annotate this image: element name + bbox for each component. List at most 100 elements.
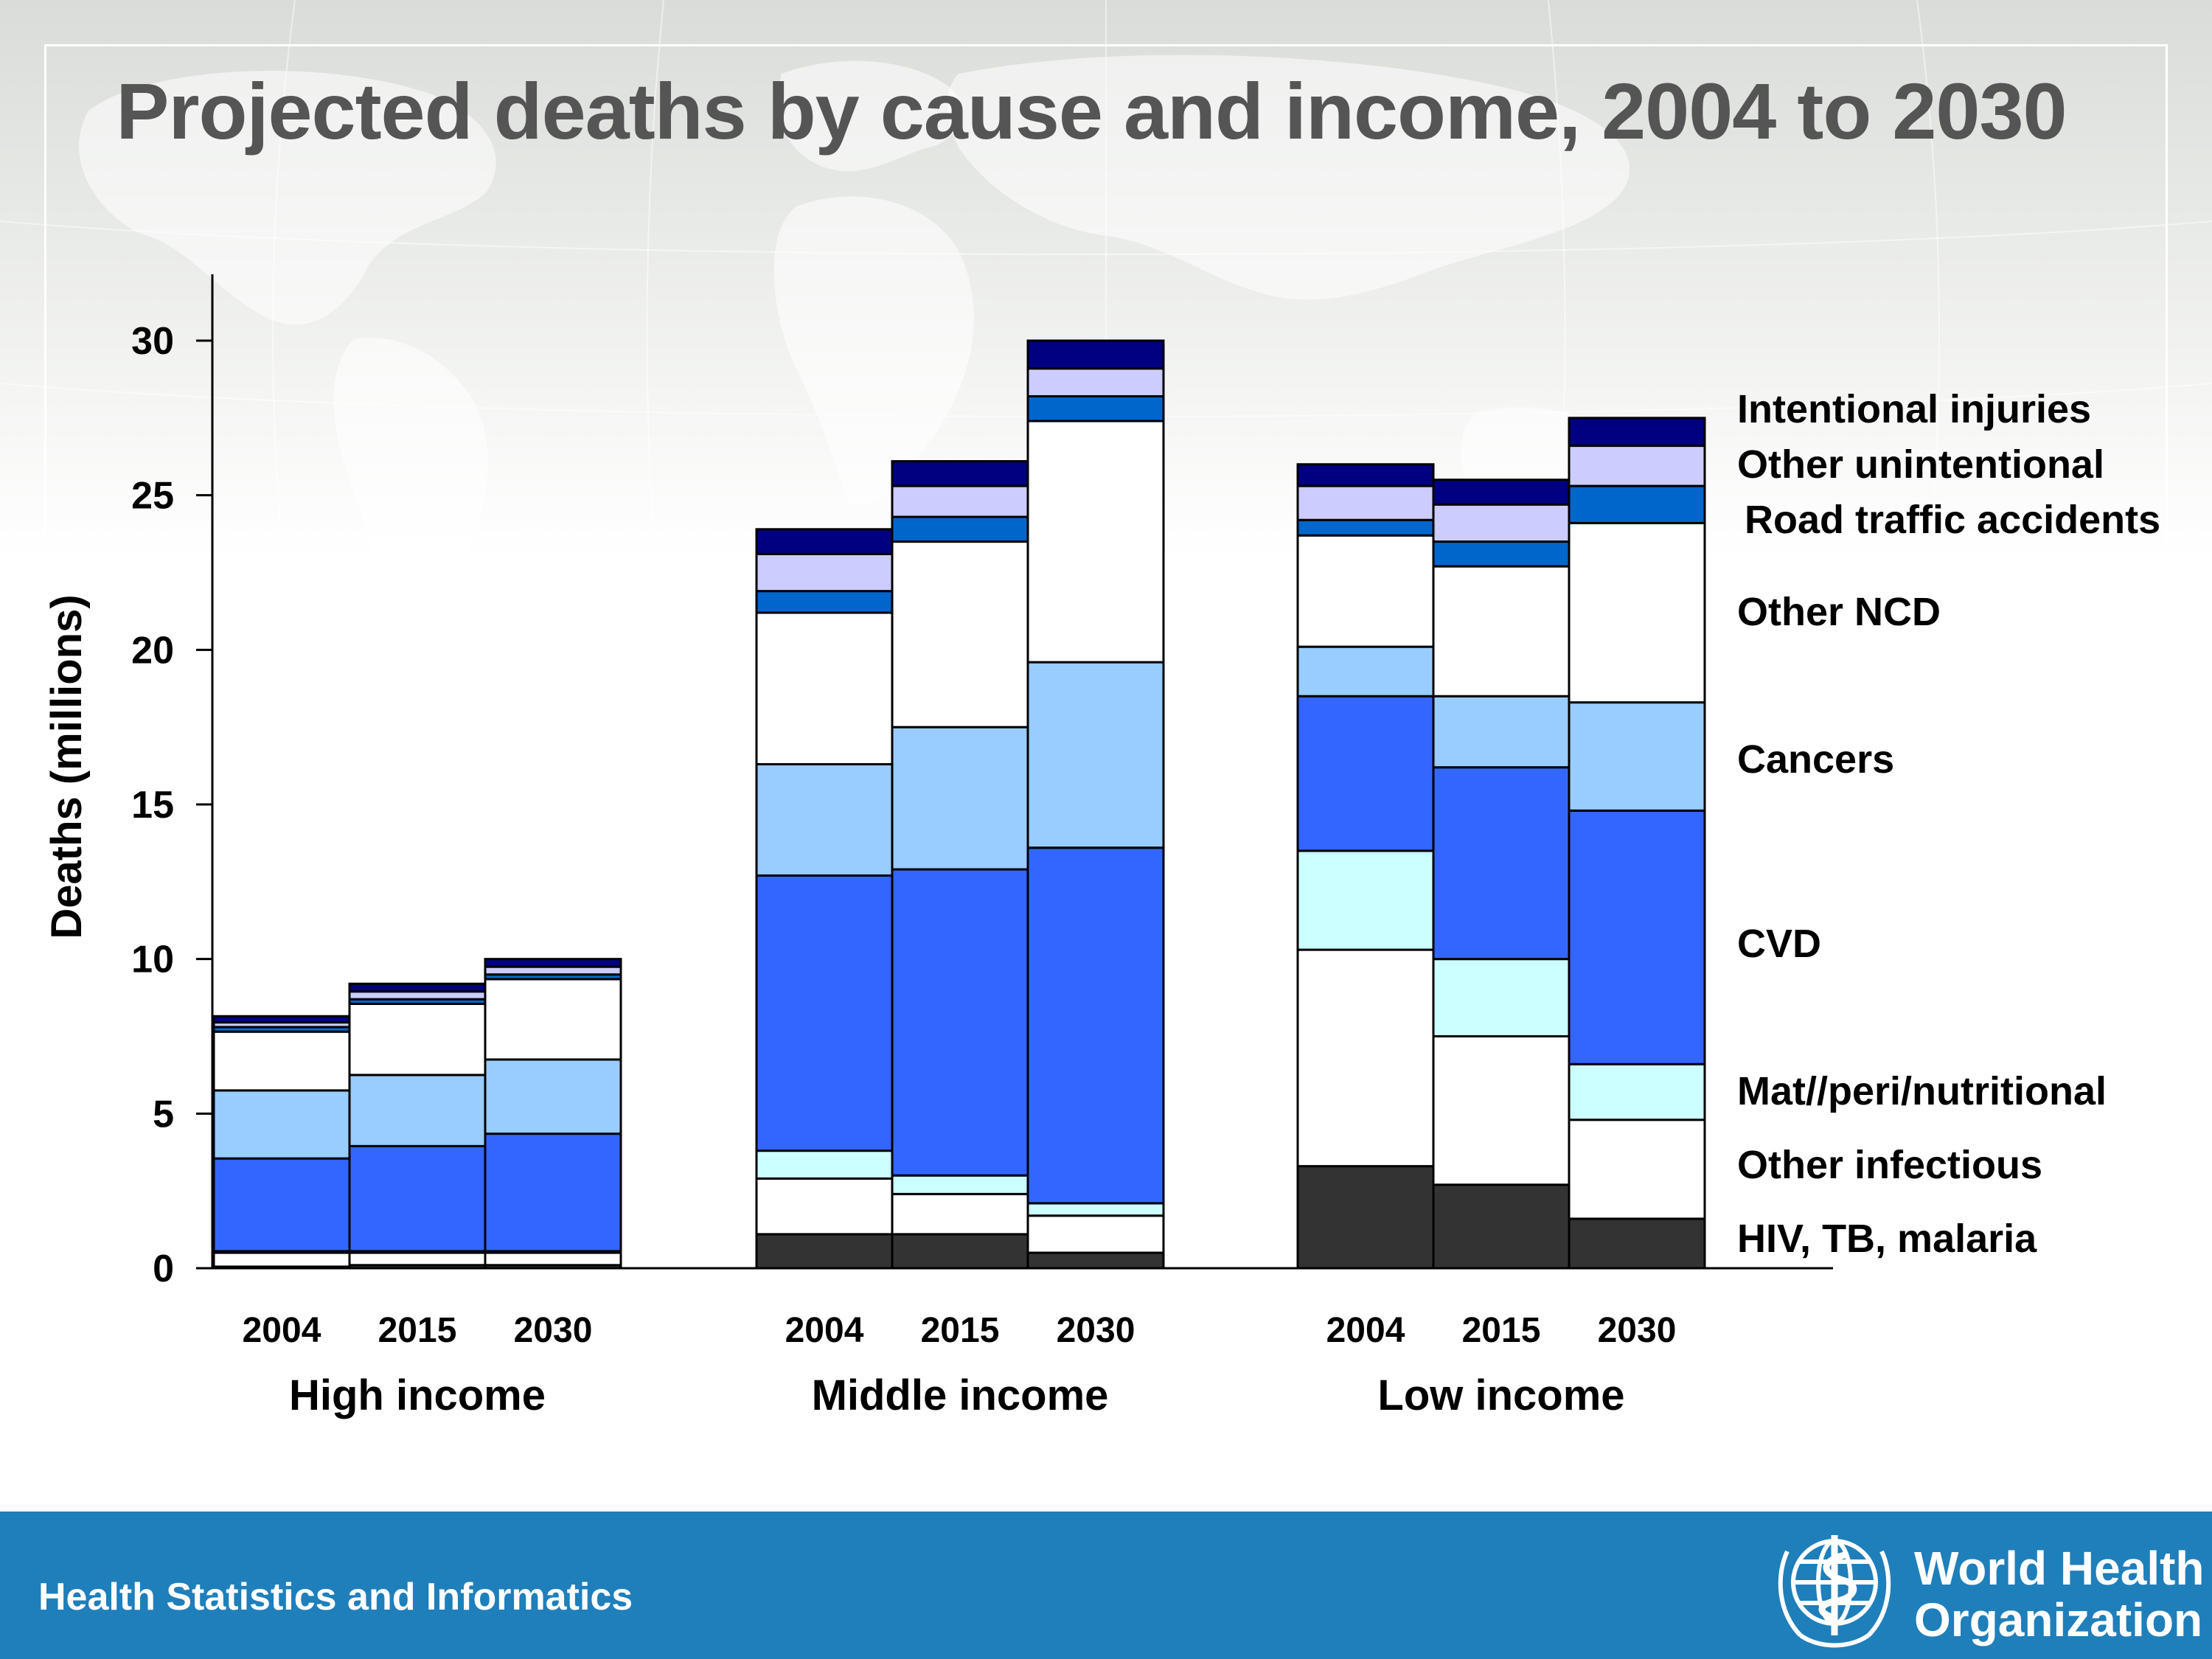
bar-segment (1296, 645, 1435, 698)
x-tick-label: 2004 (1326, 1311, 1405, 1350)
bar-segment (348, 1144, 487, 1253)
organization-name-line-1: World Health (1914, 1542, 2205, 1595)
group-label: Low income (1377, 1371, 1624, 1419)
bar-segment (891, 460, 1029, 487)
bar-segment (1026, 661, 1165, 849)
bar-segment (891, 868, 1029, 1177)
bar-segment (1432, 1183, 1571, 1270)
bar-segment (1026, 1214, 1165, 1254)
bar-segment (348, 1251, 487, 1267)
bar-segment (755, 1150, 894, 1180)
legend-label: Intentional injuries (1737, 387, 2091, 431)
bar-segment (348, 1002, 487, 1077)
y-tick-label: 5 (153, 1093, 174, 1135)
bar-segment (1026, 1202, 1165, 1217)
bar-segment (755, 1177, 894, 1236)
bar-segment (1296, 849, 1435, 951)
bar-segment (891, 1174, 1029, 1195)
bar-segment (212, 1157, 351, 1253)
bar-segment (755, 611, 894, 765)
bar-segment (755, 762, 894, 877)
bar-segment (1568, 1217, 1706, 1270)
bar-segment (484, 1251, 622, 1267)
bar-segment (1432, 503, 1571, 543)
bar-segment (1296, 484, 1435, 521)
bar-segment (891, 484, 1029, 518)
bar-segment (891, 515, 1029, 543)
slide-frame (44, 44, 2168, 1504)
footer-bar (0, 1512, 2212, 1659)
legend-label: Other infectious (1737, 1143, 2042, 1187)
bar-segment (1568, 521, 1706, 704)
legend-label: CVD (1737, 922, 1821, 966)
bar-segment (1568, 484, 1706, 524)
y-tick-label: 20 (131, 629, 174, 672)
bar-segment (212, 1251, 351, 1268)
bar-segment (1568, 809, 1706, 1065)
bar-segment (1296, 518, 1435, 537)
bar-segment (755, 528, 894, 555)
legend-label: Other unintentional (1737, 442, 2104, 487)
bar-segment (1026, 1251, 1165, 1270)
x-tick-label: 2030 (1057, 1311, 1135, 1350)
bar-segment (1568, 701, 1706, 812)
bar-segment (891, 1192, 1029, 1236)
legend-label: Other NCD (1737, 590, 1941, 634)
bar-segment (348, 1074, 487, 1147)
bar-segment (484, 1058, 622, 1135)
bar-segment (348, 982, 487, 993)
bar-segment (1026, 394, 1165, 422)
bar-segment (212, 1030, 351, 1092)
bar-segment (1026, 339, 1165, 370)
legend-label: Cancers (1737, 737, 1894, 782)
x-tick-label: 2030 (514, 1311, 593, 1350)
bar-segment (1026, 367, 1165, 397)
bar-segment (1296, 534, 1435, 648)
legend-label: Mat//peri/nutritional (1737, 1069, 2107, 1113)
bar-segment (1432, 1035, 1571, 1186)
x-tick-label: 2015 (1462, 1311, 1541, 1350)
y-tick-label: 25 (131, 475, 174, 518)
bar-segment (484, 1133, 622, 1253)
bar-segment (1432, 479, 1571, 506)
bar-segment (1568, 445, 1706, 487)
bar-segment (1296, 695, 1435, 852)
bar-segment (348, 990, 487, 1001)
x-tick-label: 2015 (378, 1311, 457, 1350)
bar-segment (755, 552, 894, 593)
bar-segment (484, 958, 622, 968)
y-axis-label: Deaths (millions) (43, 594, 91, 939)
legend-label: HIV, TB, malaria (1737, 1217, 2037, 1261)
group-label: High income (289, 1371, 546, 1419)
bar-segment (891, 726, 1029, 871)
y-tick-label: 15 (131, 784, 174, 827)
slide-title: Projected deaths by cause and income, 20… (116, 66, 2067, 156)
y-tick-label: 10 (131, 939, 174, 981)
bar-segment (484, 978, 622, 1061)
x-tick-label: 2004 (785, 1311, 864, 1350)
bar-segment (1568, 417, 1706, 448)
bar-segment (484, 965, 622, 976)
who-emblem-icon (1778, 1535, 1891, 1648)
bar-segment (755, 590, 894, 614)
x-tick-label: 2015 (921, 1311, 1000, 1350)
x-tick-label: 2004 (243, 1311, 321, 1350)
legend-label: Road traffic accidents (1745, 498, 2160, 542)
bar-segment (1568, 1062, 1706, 1121)
bar-segment (1432, 766, 1571, 961)
bar-segment (1432, 565, 1571, 698)
bar-segment (212, 1089, 351, 1160)
group-label: Middle income (812, 1371, 1109, 1419)
bar-segment (1296, 1165, 1435, 1270)
bar-segment (1432, 958, 1571, 1037)
bar-segment (1432, 695, 1571, 769)
bar-segment (1296, 463, 1435, 487)
bar-segment (1026, 420, 1165, 664)
footer-label: Health Statistics and Informatics (38, 1576, 633, 1618)
bar-segment (1026, 846, 1165, 1205)
organization-name-line-2: Organization (1914, 1593, 2203, 1646)
x-tick-label: 2030 (1598, 1311, 1677, 1350)
bar-segment (891, 540, 1029, 728)
